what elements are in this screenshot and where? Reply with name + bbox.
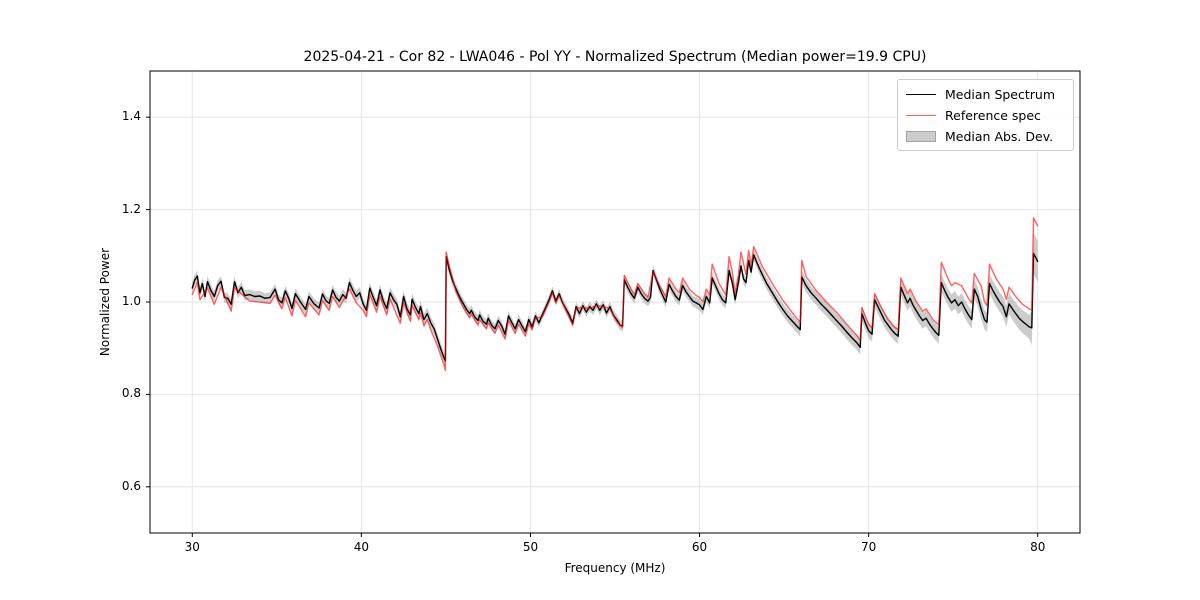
- chart-title: 2025-04-21 - Cor 82 - LWA046 - Pol YY - …: [303, 49, 927, 65]
- legend-label-median-spectrum: Median Spectrum: [945, 86, 1056, 102]
- y-tick-label: 0.8: [121, 386, 141, 401]
- x-tick-label: 70: [860, 540, 877, 554]
- y-tick-label: 1.4: [121, 109, 141, 124]
- x-tick-label: 60: [691, 540, 708, 554]
- x-tick-label: 40: [353, 540, 369, 554]
- x-tick-label: 80: [1030, 540, 1046, 554]
- median-abs-dev-patch-icon: [906, 130, 936, 142]
- x-tick-label: 30: [184, 540, 200, 554]
- median-spectrum-line-icon: [906, 93, 936, 95]
- y-tick-label: 1.0: [121, 294, 141, 308]
- legend-label-reference-spec: Reference spec: [945, 107, 1041, 123]
- reference-spec-line: [191, 217, 1039, 372]
- legend-label-median-abs-dev: Median Abs. Dev.: [945, 128, 1054, 144]
- legend-item-reference-spec: Reference spec: [906, 107, 1065, 123]
- x-tick-label: 50: [522, 540, 539, 554]
- legend-item-median-spectrum: Median Spectrum: [906, 86, 1065, 102]
- legend: Median Spectrum Reference spec Median Ab…: [897, 79, 1074, 151]
- x-axis-label: Frequency (MHz): [564, 561, 666, 575]
- y-tick-label: 0.6: [121, 478, 141, 493]
- y-tick-label: 1.2: [121, 201, 141, 216]
- reference-spec-line-icon: [906, 114, 936, 116]
- legend-item-median-abs-dev: Median Abs. Dev.: [906, 128, 1065, 144]
